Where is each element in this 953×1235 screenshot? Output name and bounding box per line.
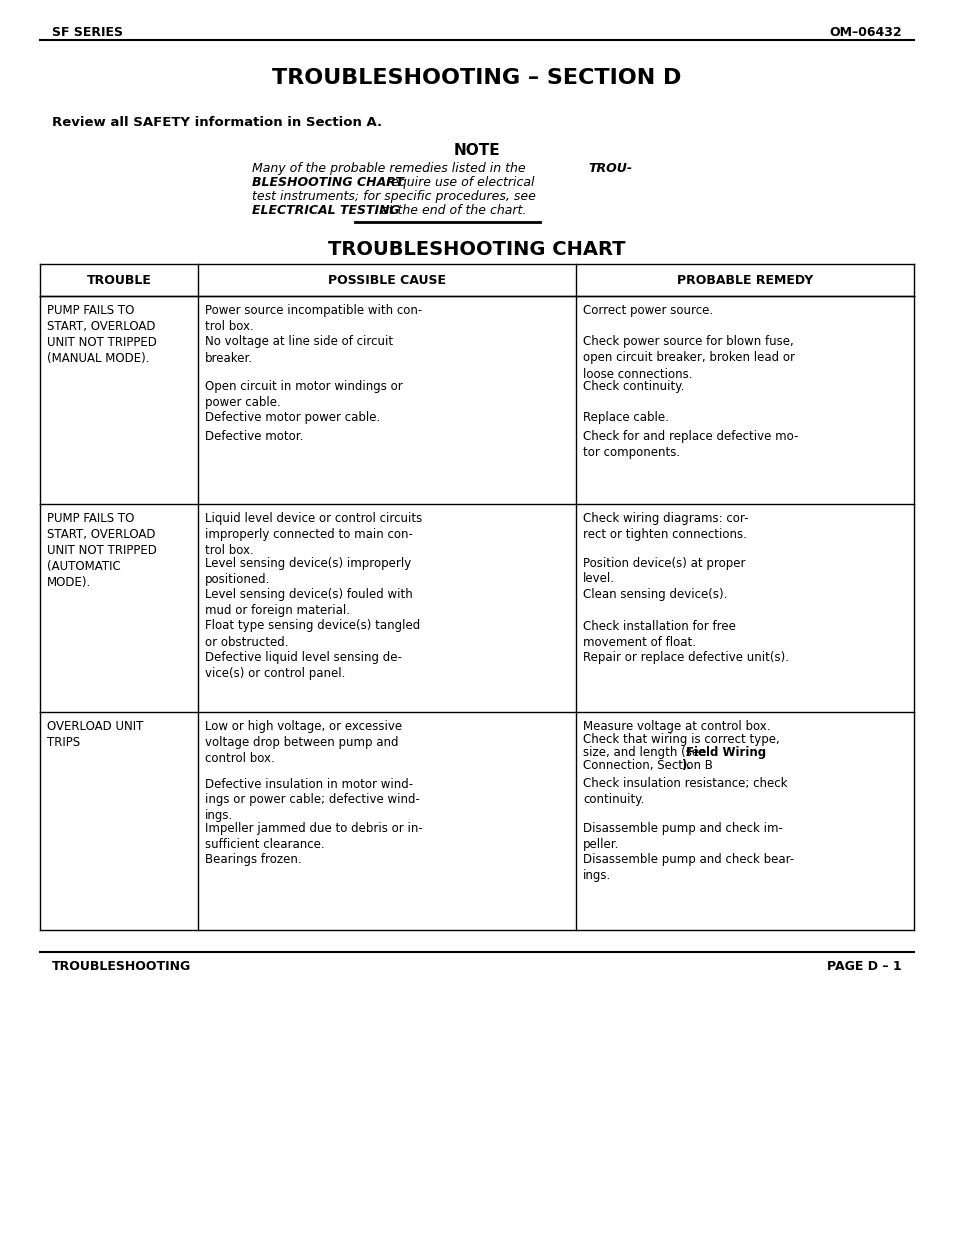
Text: PROBABLE REMEDY: PROBABLE REMEDY bbox=[677, 274, 812, 287]
Text: TROU-: TROU- bbox=[587, 162, 632, 175]
Text: Replace cable.: Replace cable. bbox=[582, 411, 668, 425]
Text: Level sensing device(s) improperly
positioned.: Level sensing device(s) improperly posit… bbox=[205, 557, 411, 585]
Text: Open circuit in motor windings or
power cable.: Open circuit in motor windings or power … bbox=[205, 380, 402, 409]
Text: Check insulation resistance; check
continuity.: Check insulation resistance; check conti… bbox=[582, 778, 786, 806]
Text: size, and length (see: size, and length (see bbox=[582, 746, 709, 760]
Text: TROUBLE: TROUBLE bbox=[87, 274, 152, 287]
Text: Check installation for free
movement of float.: Check installation for free movement of … bbox=[582, 620, 735, 648]
Text: Repair or replace defective unit(s).: Repair or replace defective unit(s). bbox=[582, 651, 788, 664]
Text: POSSIBLE CAUSE: POSSIBLE CAUSE bbox=[328, 274, 446, 287]
Text: Correct power source.: Correct power source. bbox=[582, 304, 713, 317]
Text: OM–06432: OM–06432 bbox=[828, 26, 901, 40]
Text: ).: ). bbox=[680, 760, 691, 772]
Text: Power source incompatible with con-
trol box.: Power source incompatible with con- trol… bbox=[205, 304, 422, 333]
Text: Connection, Section B: Connection, Section B bbox=[582, 760, 712, 772]
Text: Defective motor power cable.: Defective motor power cable. bbox=[205, 411, 380, 425]
Text: Field Wiring: Field Wiring bbox=[685, 746, 765, 760]
Text: Defective insulation in motor wind-
ings or power cable; defective wind-
ings.: Defective insulation in motor wind- ings… bbox=[205, 778, 419, 823]
Text: Check power source for blown fuse,
open circuit breaker, broken lead or
loose co: Check power source for blown fuse, open … bbox=[582, 336, 794, 380]
Text: Check continuity.: Check continuity. bbox=[582, 380, 683, 393]
Text: Defective motor.: Defective motor. bbox=[205, 430, 303, 443]
Text: No voltage at line side of circuit
breaker.: No voltage at line side of circuit break… bbox=[205, 336, 393, 364]
Text: Measure voltage at control box.: Measure voltage at control box. bbox=[582, 720, 770, 734]
Text: TROUBLESHOOTING – SECTION D: TROUBLESHOOTING – SECTION D bbox=[272, 68, 681, 88]
Text: Liquid level device or control circuits
improperly connected to main con-
trol b: Liquid level device or control circuits … bbox=[205, 513, 422, 557]
Text: SF SERIES: SF SERIES bbox=[52, 26, 123, 40]
Text: Check that wiring is correct type,: Check that wiring is correct type, bbox=[582, 734, 779, 746]
Text: Bearings frozen.: Bearings frozen. bbox=[205, 853, 301, 867]
Text: Impeller jammed due to debris or in-
sufficient clearance.: Impeller jammed due to debris or in- suf… bbox=[205, 823, 422, 851]
Text: PUMP FAILS TO
START, OVERLOAD
UNIT NOT TRIPPED
(MANUAL MODE).: PUMP FAILS TO START, OVERLOAD UNIT NOT T… bbox=[47, 304, 156, 366]
Text: BLESHOOTING CHART: BLESHOOTING CHART bbox=[252, 177, 403, 189]
Text: Many of the probable remedies listed in the: Many of the probable remedies listed in … bbox=[252, 162, 529, 175]
Text: Level sensing device(s) fouled with
mud or foreign material.: Level sensing device(s) fouled with mud … bbox=[205, 588, 413, 618]
Text: NOTE: NOTE bbox=[454, 143, 499, 158]
Text: Disassemble pump and check bear-
ings.: Disassemble pump and check bear- ings. bbox=[582, 853, 794, 883]
Text: test instruments; for specific procedures, see: test instruments; for specific procedure… bbox=[252, 190, 536, 203]
Text: require use of electrical: require use of electrical bbox=[381, 177, 534, 189]
Text: Review all SAFETY information in Section A.: Review all SAFETY information in Section… bbox=[52, 116, 382, 128]
Text: Disassemble pump and check im-
peller.: Disassemble pump and check im- peller. bbox=[582, 823, 782, 851]
Text: Low or high voltage, or excessive
voltage drop between pump and
control box.: Low or high voltage, or excessive voltag… bbox=[205, 720, 402, 764]
Text: Float type sensing device(s) tangled
or obstructed.: Float type sensing device(s) tangled or … bbox=[205, 620, 420, 648]
Text: at the end of the chart.: at the end of the chart. bbox=[376, 204, 526, 217]
Text: PUMP FAILS TO
START, OVERLOAD
UNIT NOT TRIPPED
(AUTOMATIC
MODE).: PUMP FAILS TO START, OVERLOAD UNIT NOT T… bbox=[47, 513, 156, 589]
Text: Check wiring diagrams: cor-
rect or tighten connections.: Check wiring diagrams: cor- rect or tigh… bbox=[582, 513, 748, 541]
Text: Position device(s) at proper
level.: Position device(s) at proper level. bbox=[582, 557, 744, 585]
Text: OVERLOAD UNIT
TRIPS: OVERLOAD UNIT TRIPS bbox=[47, 720, 143, 748]
Text: ELECTRICAL TESTING: ELECTRICAL TESTING bbox=[252, 204, 399, 217]
Text: TROUBLESHOOTING CHART: TROUBLESHOOTING CHART bbox=[328, 240, 625, 259]
Text: Check for and replace defective mo-
tor components.: Check for and replace defective mo- tor … bbox=[582, 430, 798, 459]
Text: TROUBLESHOOTING: TROUBLESHOOTING bbox=[52, 960, 191, 973]
Text: Clean sensing device(s).: Clean sensing device(s). bbox=[582, 588, 726, 601]
Text: Defective liquid level sensing de-
vice(s) or control panel.: Defective liquid level sensing de- vice(… bbox=[205, 651, 401, 680]
Text: PAGE D – 1: PAGE D – 1 bbox=[826, 960, 901, 973]
